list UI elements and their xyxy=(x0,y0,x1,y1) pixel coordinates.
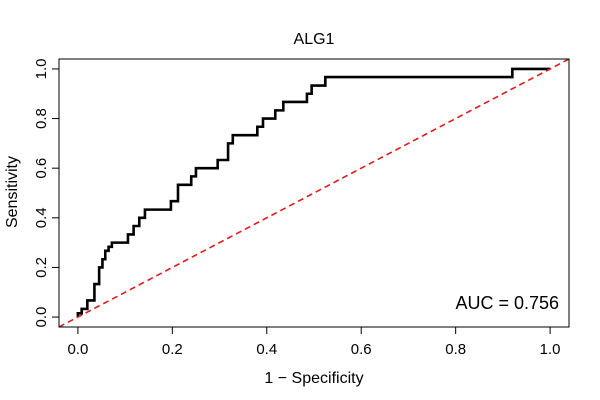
x-axis-label: 1 − Specificity xyxy=(264,370,363,387)
y-tick-label: 0.8 xyxy=(33,108,50,129)
x-tick-label: 0.0 xyxy=(67,341,88,358)
chart-title: ALG1 xyxy=(294,31,335,48)
reference-diagonal-line xyxy=(59,59,569,327)
y-axis-label: Sensitivity xyxy=(4,156,21,228)
x-tick-label: 0.6 xyxy=(351,341,372,358)
y-tick-label: 0.2 xyxy=(33,257,50,278)
x-tick-label: 0.2 xyxy=(162,341,183,358)
plot-frame xyxy=(58,58,570,328)
plot-area: 0.0 0.2 0.4 0.6 0.8 1.0 0.0 0.2 0.4 0.6 0.8 1.0 xyxy=(33,58,570,358)
y-tick-label: 1.0 xyxy=(33,58,50,79)
y-tick-label: 0.6 xyxy=(33,158,50,179)
y-tick-label: 0.4 xyxy=(33,207,50,228)
y-tick-label: 0.0 xyxy=(33,307,50,328)
x-tick-label: 1.0 xyxy=(540,341,561,358)
roc-curve-line xyxy=(76,67,551,318)
x-tick-label: 0.4 xyxy=(256,341,277,358)
x-tick-label: 0.8 xyxy=(445,341,466,358)
auc-annotation: AUC = 0.756 xyxy=(455,293,559,313)
